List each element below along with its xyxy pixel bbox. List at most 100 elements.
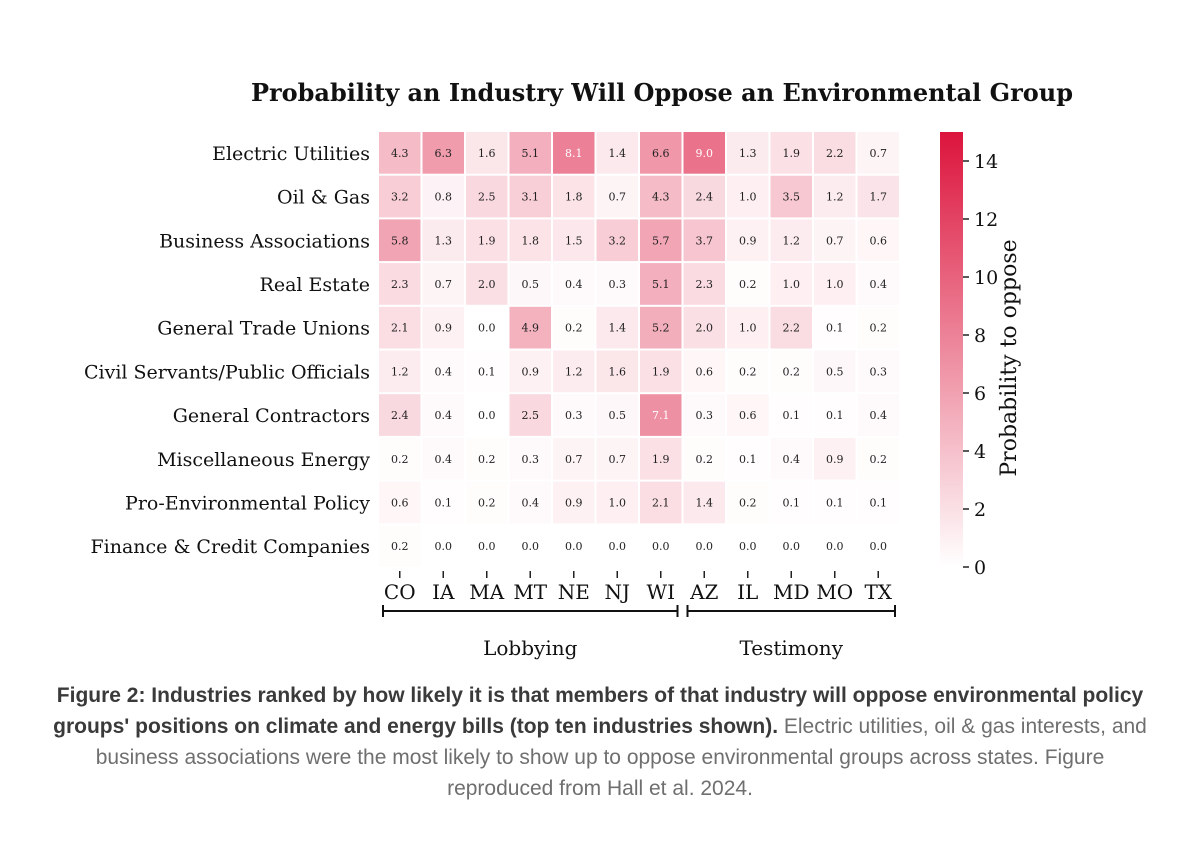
cell-value-label: 0.2 xyxy=(870,322,888,335)
heatmap-cell xyxy=(379,263,421,305)
heatmap-cell xyxy=(553,394,595,436)
cell-value-label: 2.0 xyxy=(696,322,714,335)
heatmap-cell xyxy=(596,219,638,262)
cell-value-label: 0.0 xyxy=(522,540,540,553)
heatmap-cell xyxy=(683,437,725,480)
row-label: Oil & Gas xyxy=(277,187,370,209)
cell-value-label: 5.1 xyxy=(522,147,540,160)
heatmap-cell xyxy=(466,437,508,480)
heatmap-cell xyxy=(596,525,638,567)
cell-value-label: 2.3 xyxy=(391,278,409,291)
cell-value-label: 0.6 xyxy=(739,409,757,422)
heatmap-cell xyxy=(727,481,769,524)
heatmap-cell xyxy=(814,175,856,218)
heatmap-cell xyxy=(596,481,638,524)
cell-value-label: 3.2 xyxy=(609,234,627,247)
cell-value-label: 2.4 xyxy=(696,191,714,204)
column-label: WI xyxy=(647,580,675,604)
cell-value-label: 0.2 xyxy=(391,453,409,466)
heatmap-cell xyxy=(509,394,551,436)
cell-value-label: 0.9 xyxy=(826,453,844,466)
cell-value-label: 0.6 xyxy=(696,365,714,378)
cell-value-label: 0.2 xyxy=(478,453,496,466)
heatmap-cell xyxy=(509,263,551,305)
heatmap-cell xyxy=(379,525,421,567)
heatmap-cell xyxy=(509,132,551,174)
heatmap-cell xyxy=(857,263,899,305)
heatmap-cell xyxy=(640,437,682,480)
cell-value-label: 0.8 xyxy=(435,191,453,204)
heatmap-cell xyxy=(683,525,725,567)
row-label: Pro-Environmental Policy xyxy=(125,492,370,514)
column-label: MT xyxy=(513,580,547,604)
cell-value-label: 0.0 xyxy=(783,540,801,553)
heatmap-cell xyxy=(857,437,899,480)
heatmap-cell xyxy=(857,219,899,262)
heatmap-cell xyxy=(379,350,421,393)
colorbar-tick-label: 12 xyxy=(974,209,998,231)
heatmap-cell xyxy=(466,481,508,524)
cell-value-label: 0.0 xyxy=(478,540,496,553)
cell-value-label: 0.7 xyxy=(435,278,453,291)
heatmap-cell xyxy=(683,219,725,262)
heatmap-cell xyxy=(683,306,725,349)
cell-value-label: 0.2 xyxy=(739,365,757,378)
figure-caption: Figure 2: Industries ranked by how likel… xyxy=(40,680,1160,804)
cell-value-label: 1.5 xyxy=(565,234,583,247)
heatmap-cell xyxy=(422,263,464,305)
heatmap-cell xyxy=(770,263,812,305)
heatmap-cell xyxy=(553,306,595,349)
heatmap-cell xyxy=(466,350,508,393)
colorbar: 0 2 4 6 8 10 12 14 Probability to oppose xyxy=(940,132,1022,579)
heatmap-cell xyxy=(466,394,508,436)
heatmap-cell xyxy=(466,219,508,262)
cell-value-label: 0.0 xyxy=(565,540,583,553)
cell-value-label: 0.4 xyxy=(870,278,888,291)
cell-value-label: 0.2 xyxy=(565,322,583,335)
heatmap-cell xyxy=(770,175,812,218)
cell-value-label: 0.0 xyxy=(435,540,453,553)
heatmap-cell xyxy=(422,394,464,436)
heatmap-cell xyxy=(509,525,551,567)
heatmap-cell xyxy=(379,219,421,262)
column-label: NE xyxy=(558,580,590,604)
heatmap-cell xyxy=(640,306,682,349)
colorbar-tick-label: 0 xyxy=(974,557,986,579)
cell-value-label: 0.1 xyxy=(435,496,453,509)
cell-value-label: 0.4 xyxy=(783,453,801,466)
cell-value-label: 7.1 xyxy=(652,409,670,422)
heatmap-cell xyxy=(683,175,725,218)
heatmap-cell xyxy=(422,350,464,393)
cell-value-label: 0.0 xyxy=(478,409,496,422)
column-label: NJ xyxy=(604,580,630,604)
heatmap-cell xyxy=(640,350,682,393)
heatmap-cell xyxy=(683,350,725,393)
heatmap-cell xyxy=(553,132,595,174)
column-labels: CO IA MA MT NE NJ WI AZ IL MD MO TX xyxy=(384,571,893,604)
cell-value-label: 0.0 xyxy=(739,540,757,553)
cell-value-label: 0.2 xyxy=(739,278,757,291)
heatmap-cell xyxy=(509,306,551,349)
row-label: Civil Servants/Public Officials xyxy=(84,361,370,383)
cell-value-label: 1.9 xyxy=(783,147,801,160)
cell-value-label: 0.5 xyxy=(826,365,844,378)
heatmap-cell xyxy=(596,132,638,174)
heatmap-cell xyxy=(770,481,812,524)
cell-value-label: 4.9 xyxy=(522,322,540,335)
column-label: AZ xyxy=(689,580,718,604)
row-label: Business Associations xyxy=(159,230,370,252)
cell-value-label: 0.7 xyxy=(565,453,583,466)
cell-value-label: 8.1 xyxy=(565,147,583,160)
cell-value-label: 5.7 xyxy=(652,234,670,247)
cell-value-label: 0.3 xyxy=(870,365,888,378)
cell-value-label: 3.1 xyxy=(522,191,540,204)
heatmap-cell xyxy=(814,219,856,262)
heatmap-cell xyxy=(379,394,421,436)
heatmap-cell xyxy=(814,394,856,436)
cell-value-label: 1.2 xyxy=(391,365,409,378)
row-label: General Trade Unions xyxy=(157,318,370,340)
heatmap-cell xyxy=(422,481,464,524)
column-label: TX xyxy=(864,580,892,604)
heatmap-cells: 4.3 6.3 1.6 5.1 8.1 1.4 6.6 9.0 1.3 1.9 2.2 0.7 3.2 0… xyxy=(379,132,899,567)
cell-value-label: 5.2 xyxy=(652,322,670,335)
